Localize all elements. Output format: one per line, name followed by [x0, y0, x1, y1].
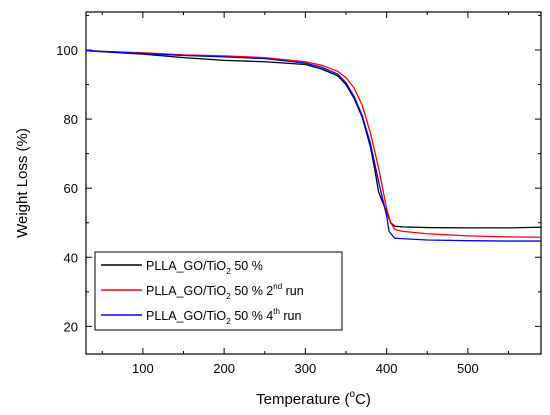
- legend-label: PLLA_GO/TiO2 50 %: [146, 259, 263, 276]
- legend-label: PLLA_GO/TiO2 50 % 2nd run: [146, 282, 304, 301]
- plot-area: [85, 11, 542, 355]
- y-axis-title: Weight Loss (%): [14, 128, 31, 238]
- legend: PLLA_GO/TiO2 50 % PLLA_GO/TiO2 50 % 2nd r…: [94, 251, 343, 331]
- series-line-2: [85, 50, 542, 238]
- x-tick-label: 400: [376, 361, 398, 376]
- series-lines: [85, 49, 542, 242]
- y-axis: 20 40 60 80 100: [56, 14, 541, 334]
- x-tick-label: 300: [295, 361, 317, 376]
- y-tick-label: 100: [56, 43, 78, 58]
- y-tick-label: 20: [64, 319, 78, 334]
- x-tick-label: 100: [132, 361, 154, 376]
- series-line-1: [85, 50, 542, 229]
- plot-frame: [85, 11, 542, 355]
- y-tick-label: 60: [64, 181, 78, 196]
- legend-label: PLLA_GO/TiO2 50 % 4th run: [146, 307, 302, 326]
- y-tick-label: 80: [64, 112, 78, 127]
- y-tick-label: 40: [64, 250, 78, 265]
- x-tick-label: 500: [457, 361, 479, 376]
- x-axis: 100 200 300 400 500: [101, 12, 509, 376]
- series-line-3: [85, 49, 541, 242]
- x-tick-label: 200: [213, 361, 235, 376]
- x-axis-title: Temperature (oC): [256, 389, 371, 408]
